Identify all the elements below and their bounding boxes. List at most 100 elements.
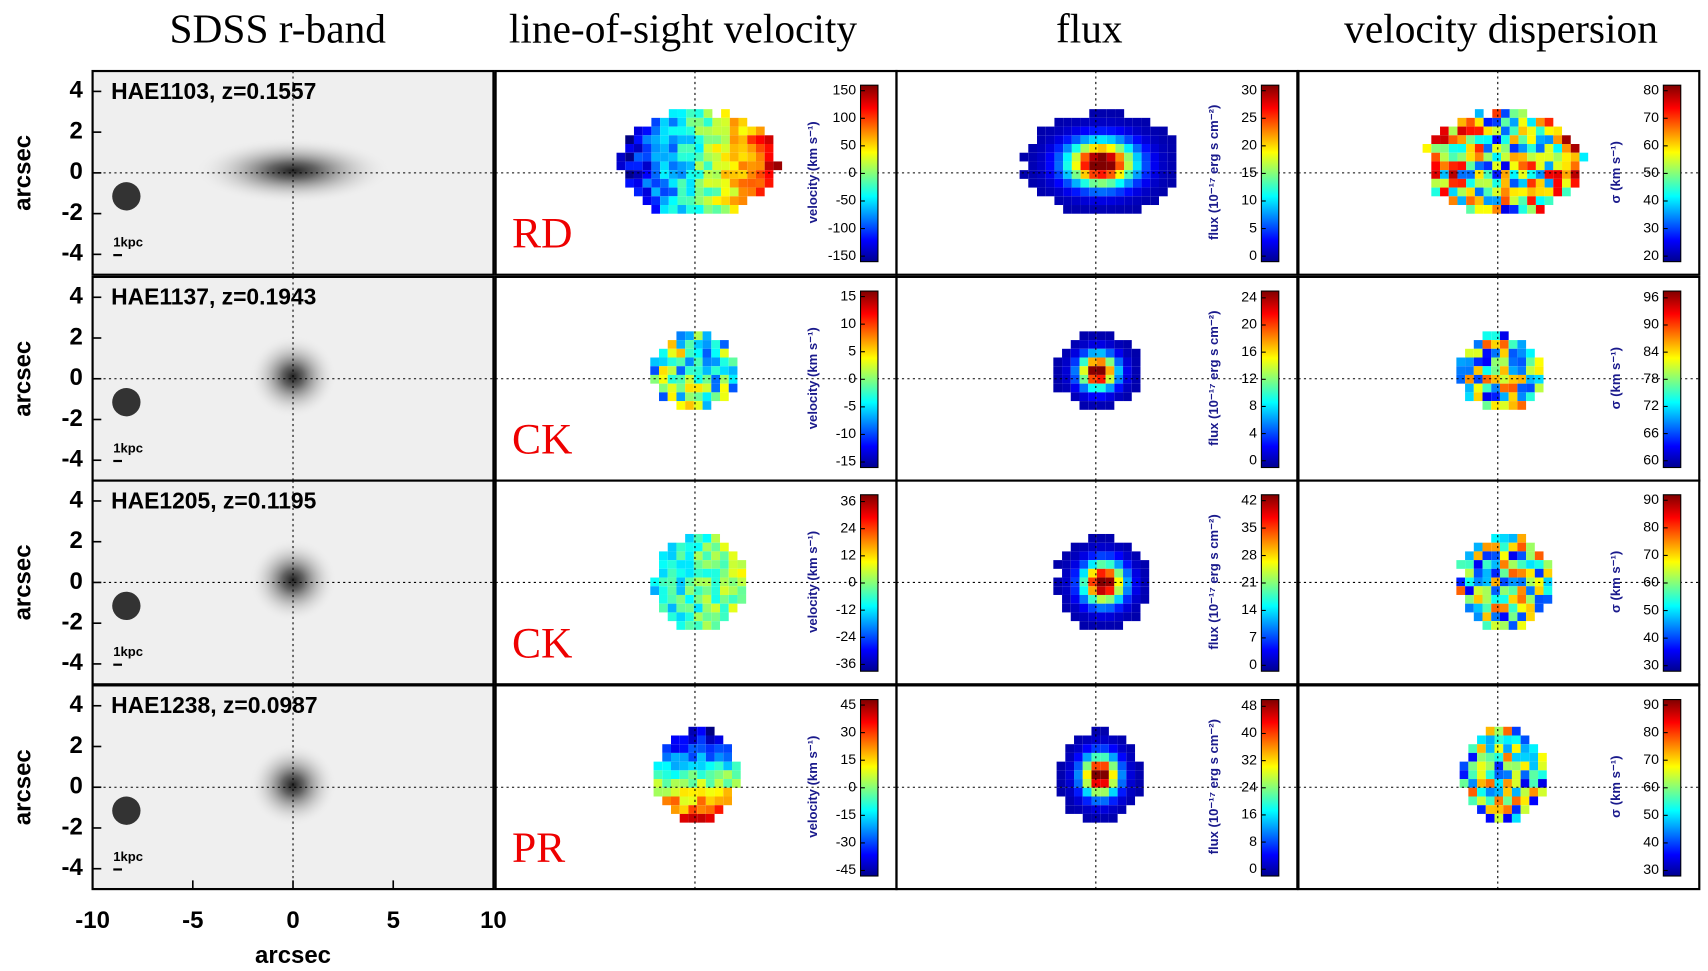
map-pixel [714,805,724,814]
map-pixel [1526,603,1535,613]
map-pixel [712,196,722,206]
map-pixel [1117,770,1127,780]
map-pixel [1123,577,1132,587]
map-pixel [705,787,715,797]
map-pixel [662,744,671,753]
map-pixel [1517,560,1527,569]
map-pixel [1089,170,1098,179]
map-pixel [685,577,694,587]
map-pixel [1062,366,1071,375]
colorbar-tick-label: 60 [1643,452,1659,468]
map-pixel [671,779,680,788]
map-pixel [1492,117,1502,127]
colorbar-label: velocity (km s⁻¹) [805,121,820,223]
kinematic-class: RD [512,210,573,258]
map-pixel [723,787,732,797]
map-pixel [1071,117,1081,127]
map-pixel [1108,770,1118,780]
map-pixel [1482,586,1492,595]
map-pixel [1082,735,1092,745]
map-pixel [1070,348,1080,358]
map-pixel [667,366,677,375]
map-pixel [1071,161,1081,171]
map-pixel [1474,152,1484,162]
map-pixel [1499,392,1509,402]
map-pixel [688,770,698,780]
map-pixel [1468,744,1478,753]
map-pixel [1477,796,1486,806]
map-pixel [1126,779,1136,788]
map-pixel [625,161,634,171]
map-pixel [1117,779,1127,788]
map-pixel [1501,196,1510,206]
colorbar-label: velocity (km s⁻¹) [805,736,820,838]
map-pixel [1511,735,1521,745]
map-pixel [1053,366,1063,375]
map-pixel [1517,542,1527,552]
map-pixel [712,126,722,136]
colorbar-tick-label: -24 [836,629,857,645]
map-pixel [668,187,678,197]
map-pixel [660,187,669,197]
map-pixel [1517,366,1527,375]
map-pixel [747,144,756,153]
map-pixel [659,348,668,358]
map-pixel [764,152,774,162]
map-pixel [1054,135,1064,145]
map-pixel [1503,805,1512,814]
colorbar-tick-label: 100 [833,110,857,126]
map-pixel [1527,144,1536,153]
map-pixel [1070,340,1080,349]
map-pixel [702,401,712,410]
map-pixel [1473,383,1483,393]
map-pixel [660,196,669,206]
map-pixel [1063,178,1072,188]
map-pixel [679,813,689,823]
kinematic-class: PR [512,824,565,872]
map-pixel [1477,787,1486,797]
map-pixel [1074,744,1083,753]
map-pixel [1527,205,1536,214]
map-pixel [1028,161,1037,171]
map-pixel [703,144,713,153]
colorbar-tick-label: 40 [1643,193,1659,209]
map-pixel [668,152,678,162]
map-pixel [1089,196,1098,206]
y-tick-label: -4 [61,446,83,473]
map-pixel [1474,205,1484,214]
colorbar-tick-label: 32 [1241,752,1257,768]
map-pixel [659,383,668,393]
map-pixel [676,340,686,349]
map-pixel [1132,117,1142,127]
map-pixel [1123,542,1132,552]
map-pixel [1517,392,1527,402]
map-pixel [1098,126,1107,136]
map-pixel [1499,551,1509,561]
map-pixel [659,357,668,367]
map-pixel [1053,374,1063,384]
map-pixel [755,152,765,162]
map-pixel [1045,161,1055,171]
map-pixel [1080,144,1090,153]
map-pixel [1071,152,1081,162]
map-pixel [764,178,774,188]
map-pixel [1482,366,1492,375]
map-pixel [1503,787,1512,797]
map-pixel [1105,340,1115,349]
map-pixel [1126,770,1136,780]
map-pixel [1491,392,1500,402]
map-pixel [693,392,703,402]
map-pixel [1517,603,1527,613]
map-pixel [1063,205,1072,214]
map-pixel [1543,586,1553,595]
map-pixel [705,726,715,736]
map-pixel [773,161,783,171]
map-pixel [1499,560,1509,569]
map-pixel [677,187,687,197]
map-pixel [1518,126,1528,136]
map-pixel [1037,170,1046,179]
map-pixel [705,761,715,771]
map-pixel [1517,551,1527,561]
colorbar-tick-label: -15 [836,807,857,823]
map-pixel [1079,366,1089,375]
